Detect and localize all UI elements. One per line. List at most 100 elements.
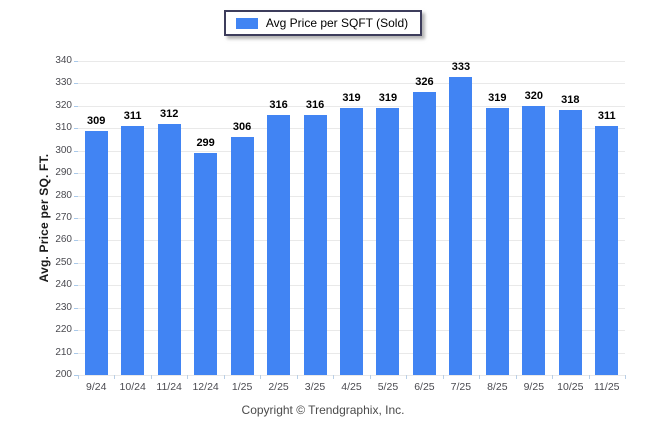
y-axis-tick	[74, 307, 78, 309]
x-axis-tick-label: 10/25	[557, 381, 584, 393]
x-axis-tick	[187, 375, 189, 379]
legend-swatch	[235, 17, 258, 29]
bar	[194, 152, 218, 375]
x-axis-tick	[552, 375, 554, 379]
legend-label: Avg Price per SQFT (Sold)	[265, 16, 409, 30]
y-axis-tick	[74, 375, 78, 376]
y-axis-tick-label: 280	[55, 189, 72, 201]
x-axis-tick	[369, 375, 371, 379]
bar-value-label: 319	[342, 92, 361, 105]
x-axis-tick	[515, 375, 517, 379]
x-axis-tick	[150, 375, 152, 379]
bar-value-label: 326	[415, 76, 434, 89]
bar	[303, 114, 327, 375]
y-axis-tick	[74, 262, 78, 264]
x-axis-tick-label: 3/25	[304, 381, 326, 393]
y-axis-tick	[74, 173, 78, 175]
bar	[376, 108, 400, 375]
bar-value-label: 319	[378, 92, 398, 105]
bar	[485, 108, 509, 375]
y-axis-tick-label: 310	[55, 122, 72, 134]
bar-value-label: 316	[305, 98, 325, 111]
gridline	[78, 375, 625, 376]
bar	[230, 137, 254, 375]
y-axis-tick-label: 200	[55, 369, 72, 380]
x-axis-tick	[625, 375, 626, 379]
y-axis-tick	[74, 352, 78, 354]
bar	[412, 92, 436, 375]
x-axis-tick	[223, 375, 225, 379]
x-axis-tick-label: 9/24	[86, 381, 107, 393]
x-axis-tick-label: 11/25	[594, 381, 620, 393]
bar-value-label: 319	[488, 92, 507, 105]
x-axis-tick-label: 9/25	[523, 381, 545, 393]
bar-value-label: 306	[232, 121, 252, 134]
y-axis-tick	[74, 218, 78, 219]
x-axis-tick-label: 4/25	[341, 381, 362, 393]
copyright: Copyright © Trendgraphix, Inc.	[241, 403, 405, 417]
x-axis-tick-label: 2/25	[268, 381, 289, 393]
y-axis-tick-label: 270	[55, 212, 72, 223]
bar	[157, 123, 181, 375]
bar-value-label: 311	[123, 110, 142, 123]
y-axis-tick-label: 340	[55, 55, 72, 66]
x-axis-tick-label: 8/25	[487, 381, 508, 393]
y-axis-tick-label: 250	[55, 256, 72, 268]
y-axis-tick-label: 240	[55, 279, 72, 291]
y-axis-tick	[74, 195, 78, 197]
bar-value-label: 312	[159, 107, 179, 120]
y-axis-tick	[74, 150, 78, 152]
x-axis-tick-label: 5/25	[377, 381, 399, 393]
y-axis-tick	[74, 105, 78, 107]
bar-value-label: 316	[269, 98, 288, 111]
bar-value-label: 311	[597, 110, 616, 123]
bar	[121, 126, 145, 375]
x-axis-tick	[260, 375, 262, 379]
y-axis-tick	[74, 240, 78, 242]
x-axis-tick-label: 10/24	[119, 381, 146, 393]
y-axis-tick-label: 320	[55, 99, 72, 111]
x-axis-tick	[479, 375, 481, 379]
bar	[522, 105, 546, 375]
bar	[595, 126, 619, 375]
y-axis-tick-label: 260	[55, 234, 72, 246]
x-axis-tick	[296, 375, 298, 379]
y-axis-tick-label: 230	[55, 301, 72, 313]
x-axis-tick	[588, 375, 590, 379]
bar-value-label: 333	[451, 60, 471, 73]
x-axis-tick	[114, 375, 116, 379]
bar-value-label: 299	[196, 136, 215, 149]
legend-row: Avg Price per SQFT (Sold)	[0, 10, 646, 36]
y-axis-tick-label: 300	[55, 144, 72, 156]
x-axis-tick	[406, 375, 408, 379]
y-axis-tick-label: 290	[55, 167, 72, 179]
bar	[340, 108, 363, 375]
bar	[449, 76, 473, 375]
x-axis-tick-label: 7/25	[450, 381, 472, 393]
y-axis-tick	[74, 128, 78, 130]
x-axis-tick-label: 12/24	[192, 381, 219, 393]
bar	[84, 130, 108, 375]
y-axis-tick-label: 210	[55, 346, 72, 358]
y-axis-tick	[74, 285, 78, 287]
x-axis-tick-label: 6/25	[414, 381, 435, 393]
x-axis-tick-label: 11/24	[156, 381, 182, 393]
y-axis-tick	[74, 83, 78, 85]
x-axis-tick	[442, 375, 444, 379]
bar-value-label: 318	[561, 94, 580, 107]
x-axis-tick-label: 1/25	[231, 381, 253, 393]
gridline	[78, 61, 625, 62]
y-axis-tick	[74, 61, 78, 62]
legend: Avg Price per SQFT (Sold)	[223, 10, 423, 36]
bar-value-label: 320	[524, 89, 543, 102]
gridline	[78, 105, 625, 107]
bar-value-label: 309	[87, 114, 106, 127]
y-axis-tick	[74, 330, 78, 332]
y-axis-tick-label: 330	[55, 77, 72, 89]
gridline	[78, 83, 625, 85]
x-axis-tick	[333, 375, 335, 379]
y-axis-tick-label: 220	[55, 324, 72, 336]
bar	[267, 114, 291, 375]
x-axis-tick	[78, 375, 79, 379]
